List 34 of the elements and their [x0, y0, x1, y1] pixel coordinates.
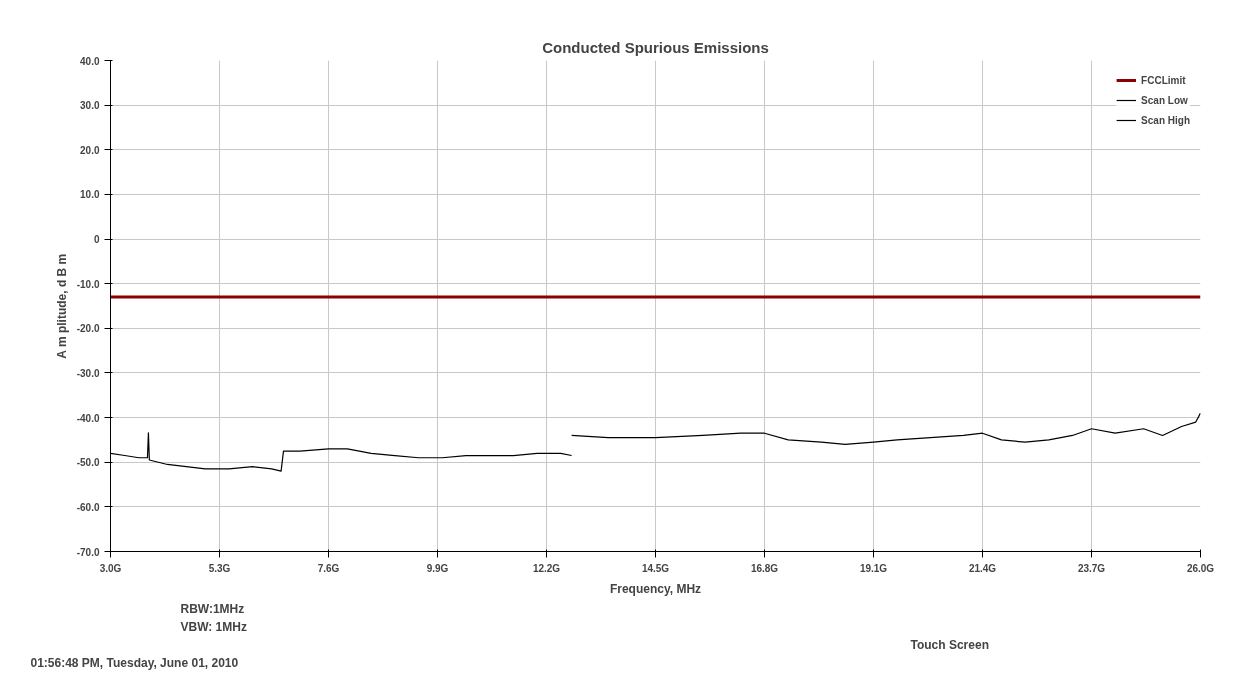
- y-tick-label: 30.0: [80, 100, 100, 112]
- x-tick-label: 23.7G: [1077, 562, 1106, 574]
- x-tick-label: 26.0G: [1186, 562, 1215, 574]
- x-tick-label: 7.6G: [317, 562, 340, 574]
- text: Touch Screen: [910, 637, 989, 652]
- line-series: [571, 412, 1201, 445]
- x-tick-label: 19.1G: [859, 562, 888, 574]
- y-tick-label: 40.0: [80, 55, 100, 67]
- y-tick-label: -20.0: [76, 323, 100, 335]
- y-tick-label: -60.0: [76, 501, 100, 513]
- y-tick-label: -10.0: [76, 278, 100, 290]
- y-tick-label: 10.0: [80, 189, 100, 201]
- x-axis-title: Frequency, MHz: [609, 581, 702, 596]
- text: 01:56:48 PM, Tuesday, June 01, 2010: [30, 655, 239, 670]
- y-tick-label: -70.0: [76, 546, 100, 558]
- x-tick-label: 14.5G: [641, 562, 670, 574]
- legend-label: Scan High: [1141, 114, 1190, 126]
- text: RBW:1MHz: [180, 601, 245, 616]
- y-tick-label: -30.0: [76, 367, 100, 379]
- y-axis-title: A m plitude, d B m: [54, 253, 69, 359]
- y-tick-label: 20.0: [80, 144, 100, 156]
- x-tick-label: 3.0G: [99, 562, 122, 574]
- y-tick-label: -40.0: [76, 412, 100, 424]
- x-tick-label: 5.3G: [208, 562, 231, 574]
- legend-label: FCCLimit: [1141, 74, 1186, 86]
- text: VBW: 1MHz: [180, 619, 247, 634]
- y-tick-label: -50.0: [76, 457, 100, 469]
- x-tick-label: 9.9G: [426, 562, 449, 574]
- x-tick-label: 12.2G: [532, 562, 561, 574]
- x-tick-label: 21.4G: [968, 562, 997, 574]
- y-tick-label: 0: [93, 234, 100, 246]
- chart-title: Conducted Spurious Emissions: [542, 38, 769, 56]
- x-tick-label: 16.8G: [750, 562, 779, 574]
- legend-label: Scan Low: [1141, 94, 1188, 106]
